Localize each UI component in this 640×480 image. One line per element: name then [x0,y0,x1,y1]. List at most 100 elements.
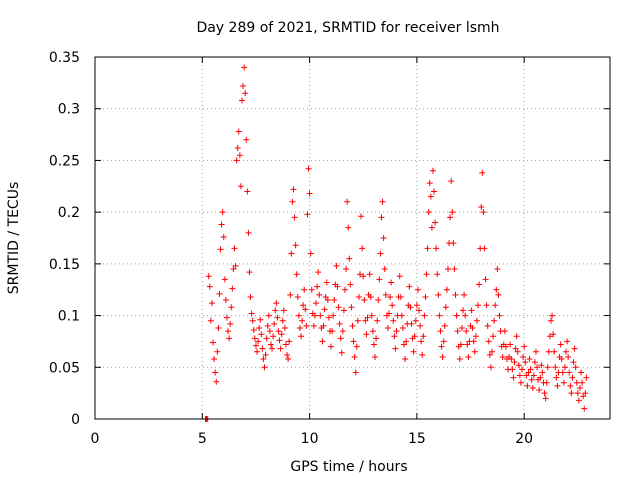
data-point [431,188,438,195]
data-point [575,397,582,404]
data-point [277,345,284,352]
data-point [372,353,379,360]
data-point [228,304,235,311]
data-point [453,312,460,319]
data-point [440,338,447,345]
data-point [485,338,492,345]
data-point [384,324,391,331]
data-point [444,266,451,273]
data-point [263,335,270,342]
data-point [315,269,322,276]
data-point [418,338,425,345]
data-point [539,369,546,376]
data-point [331,297,338,304]
data-point [358,213,365,220]
data-point [207,317,214,324]
data-point [357,271,364,278]
data-point [223,314,230,321]
data-point [509,366,516,373]
data-point [324,297,331,304]
data-point [468,307,475,314]
data-point [317,312,324,319]
data-point [501,328,508,335]
data-point [340,307,347,314]
data-point [288,250,295,257]
data-point [490,333,497,340]
data-point [541,390,548,397]
data-point [287,291,294,298]
data-point [289,198,296,205]
data-point [281,324,288,331]
data-point [450,240,457,247]
data-point [291,214,298,221]
data-point [508,356,515,363]
data-point [419,351,426,358]
data-point [496,312,503,319]
data-point [212,369,219,376]
data-point [320,322,327,329]
data-point [458,324,465,331]
y-tick-label: 0.35 [49,50,80,66]
data-point [429,167,436,174]
data-point [580,393,587,400]
data-point [513,333,520,340]
data-point [433,245,440,252]
data-point [376,276,383,283]
data-point [246,269,253,276]
y-tick-label: 0.3 [58,102,80,118]
data-point [292,242,299,249]
data-point [397,293,404,300]
data-point [280,307,287,314]
data-point [463,328,470,335]
data-point [230,266,237,273]
data-point [408,320,415,327]
data-point [390,317,397,324]
data-point [582,390,589,397]
data-point [319,338,326,345]
data-point [563,348,570,355]
data-point [462,312,469,319]
data-point [421,312,428,319]
data-point [353,343,360,350]
data-point [373,335,380,342]
data-point [439,353,446,360]
data-point [235,128,242,135]
chart-title: Day 289 of 2021, SRMTID for receiver lsm… [196,20,499,36]
data-point [344,198,351,205]
data-point [214,348,221,355]
data-point [258,331,265,338]
data-point [284,351,291,358]
data-point [565,353,572,360]
data-point [491,317,498,324]
data-point [264,322,271,329]
y-tick-label: 0.05 [49,360,80,376]
data-point [219,209,226,216]
data-point [367,293,374,300]
data-point [578,369,585,376]
data-point [507,341,514,348]
data-point [336,320,343,327]
data-point [423,271,430,278]
data-point [251,335,258,342]
data-point [275,328,282,335]
data-point [391,333,398,340]
data-point [567,382,574,389]
data-point [252,342,259,349]
data-point [559,369,566,376]
data-point [294,293,301,300]
data-point [282,341,289,348]
data-point [303,322,310,329]
data-point [457,341,464,348]
data-point [538,362,545,369]
data-point [448,178,455,185]
data-point [208,300,215,307]
data-point [335,304,342,311]
data-point [329,328,336,335]
data-point [479,169,486,176]
data-point [382,291,389,298]
data-point [225,328,232,335]
x-tick-label: 0 [91,431,100,447]
data-point [558,356,565,363]
data-point [226,335,233,342]
data-point [381,266,388,273]
